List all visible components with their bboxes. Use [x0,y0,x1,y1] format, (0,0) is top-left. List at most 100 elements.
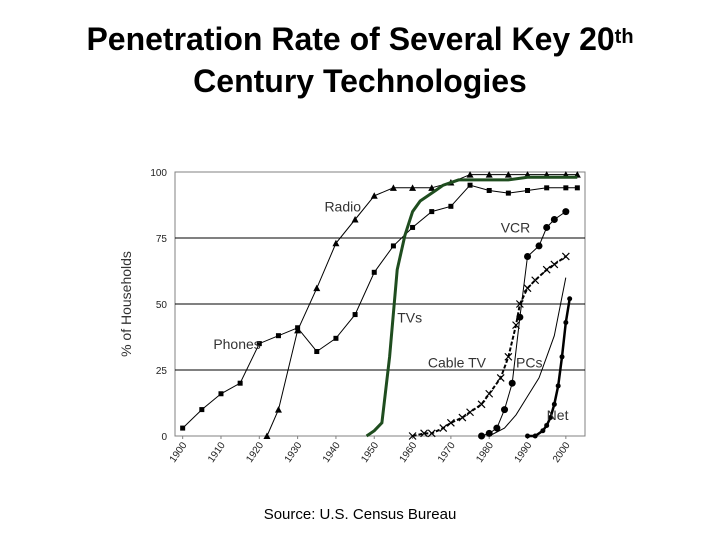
series-label-phones: Phones [213,336,260,352]
point-radio [409,184,417,191]
point-phones [505,190,511,196]
series-label-cable-tv: Cable TV [428,354,487,370]
series-label-pcs: PCs [516,354,542,370]
series-line-tvs [365,175,578,438]
point-cable-tv [477,400,486,409]
point-cable-tv [427,429,436,438]
point-phones [275,333,281,339]
y-axis-label: % of Households [118,251,134,357]
point-phones [352,312,358,318]
point-cable-tv [550,260,559,269]
point-phones [574,185,580,191]
point-cable-tv [504,352,513,361]
point-vcr [516,313,524,321]
point-cable-tv [531,276,540,285]
point-vcr [478,432,486,440]
title-line-2: Century Technologies [193,63,527,99]
point-radio [313,284,321,292]
point-cable-tv [542,265,551,274]
point-phones [390,243,396,249]
x-tick-label: 1910 [206,440,228,465]
point-vcr [543,223,551,231]
point-vcr [493,424,501,432]
x-tick-label: 1950 [359,440,381,465]
point-phones [256,341,262,347]
series-label-tvs: TVs [397,309,422,325]
point-vcr [501,406,509,414]
point-phones [410,224,416,230]
point-vcr [550,216,558,224]
point-phones [448,203,454,209]
x-tick-label: 1960 [398,440,420,465]
series-line-pcs [488,277,567,437]
x-tick-label: 1940 [321,440,343,465]
x-tick-label: 1970 [436,440,458,465]
series-line-phones [182,184,578,429]
point-vcr [535,242,543,250]
point-net [525,433,531,439]
point-phones [429,209,435,215]
point-cable-tv [458,413,467,422]
series-line-radio [266,174,578,437]
point-phones [333,335,339,341]
series-label-vcr: VCR [501,220,531,236]
point-phones [544,185,550,191]
x-tick-label: 1930 [283,440,305,465]
series-label-net: Net [547,407,569,423]
point-cable-tv [496,373,505,382]
x-tick-label: 1990 [513,440,535,465]
point-cable-tv [446,418,455,427]
point-cable-tv [561,252,570,261]
page-title: Penetration Rate of Several Key 20th Cen… [0,18,720,102]
source-caption: Source: U.S. Census Bureau [263,506,457,523]
series-label-radio: Radio [324,199,361,215]
point-net [551,401,557,407]
y-tick-label: 50 [156,300,168,311]
x-tick-label: 1980 [474,440,496,465]
y-tick-label: 0 [161,432,167,443]
point-net [567,296,573,302]
point-cable-tv [485,389,494,398]
point-radio [504,171,512,178]
point-radio [332,239,340,247]
point-radio [466,171,474,178]
point-cable-tv [523,284,532,293]
point-phones [525,187,531,193]
point-radio [274,406,282,413]
point-cable-tv [439,424,448,433]
point-phones [486,187,492,193]
point-vcr [508,379,516,387]
x-tick-label: 1900 [168,440,190,465]
point-radio [263,432,271,439]
point-phones [371,269,377,275]
point-radio [351,216,359,223]
y-tick-label: 75 [156,234,168,245]
point-net [540,428,546,434]
title-superscript: th [614,26,634,48]
point-net [563,319,569,325]
point-cable-tv [408,432,417,440]
point-phones [218,391,224,397]
point-net [555,383,561,389]
title-line-1: Penetration Rate of Several Key 20 [86,21,615,57]
point-cable-tv [466,408,474,417]
point-phones [237,380,243,386]
x-tick-label: 1920 [244,440,266,465]
point-vcr [562,208,570,216]
point-net [559,354,565,360]
x-tick-label: 2000 [551,440,573,465]
point-phones [563,185,569,191]
point-net [548,415,554,421]
point-vcr [524,252,532,260]
point-phones [199,407,205,413]
y-tick-label: 25 [156,366,168,377]
series-line-net [527,298,571,438]
point-radio [428,184,436,191]
y-tick-label: 100 [150,168,167,179]
point-radio [485,171,493,178]
point-phones [180,425,186,431]
point-radio [389,184,397,191]
point-net [532,433,538,439]
point-radio [370,192,378,199]
